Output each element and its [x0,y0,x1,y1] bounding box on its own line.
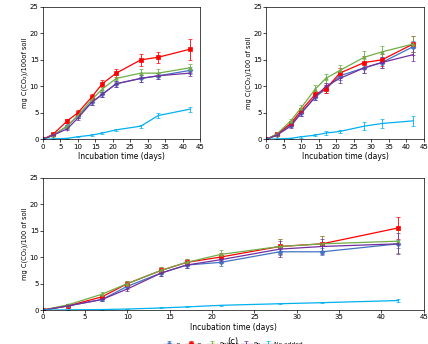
X-axis label: Incubation time (days): Incubation time (days) [190,323,276,332]
Legend: Qs, Qc, Ppinea, Pp, No added: Qs, Qc, Ppinea, Pp, No added [266,193,405,198]
Text: (b): (b) [339,182,351,191]
Text: (a): (a) [116,182,127,191]
Y-axis label: mg C(CO₂)/100 of soil: mg C(CO₂)/100 of soil [22,208,28,280]
Legend: Qs, Qc, Ppinea, Pp, No added: Qs, Qc, Ppinea, Pp, No added [42,193,182,198]
X-axis label: Incubation time (days): Incubation time (days) [302,152,389,161]
X-axis label: Incubation time (days): Incubation time (days) [78,152,165,161]
Legend: Qs, Qc, Ppinea, Pp, No added: Qs, Qc, Ppinea, Pp, No added [163,342,303,344]
Y-axis label: mg C(CO₂)/100 of soil: mg C(CO₂)/100 of soil [245,37,252,109]
Text: (c): (c) [228,336,239,344]
Y-axis label: mg C(CO₂)/100of soil: mg C(CO₂)/100of soil [22,38,28,108]
